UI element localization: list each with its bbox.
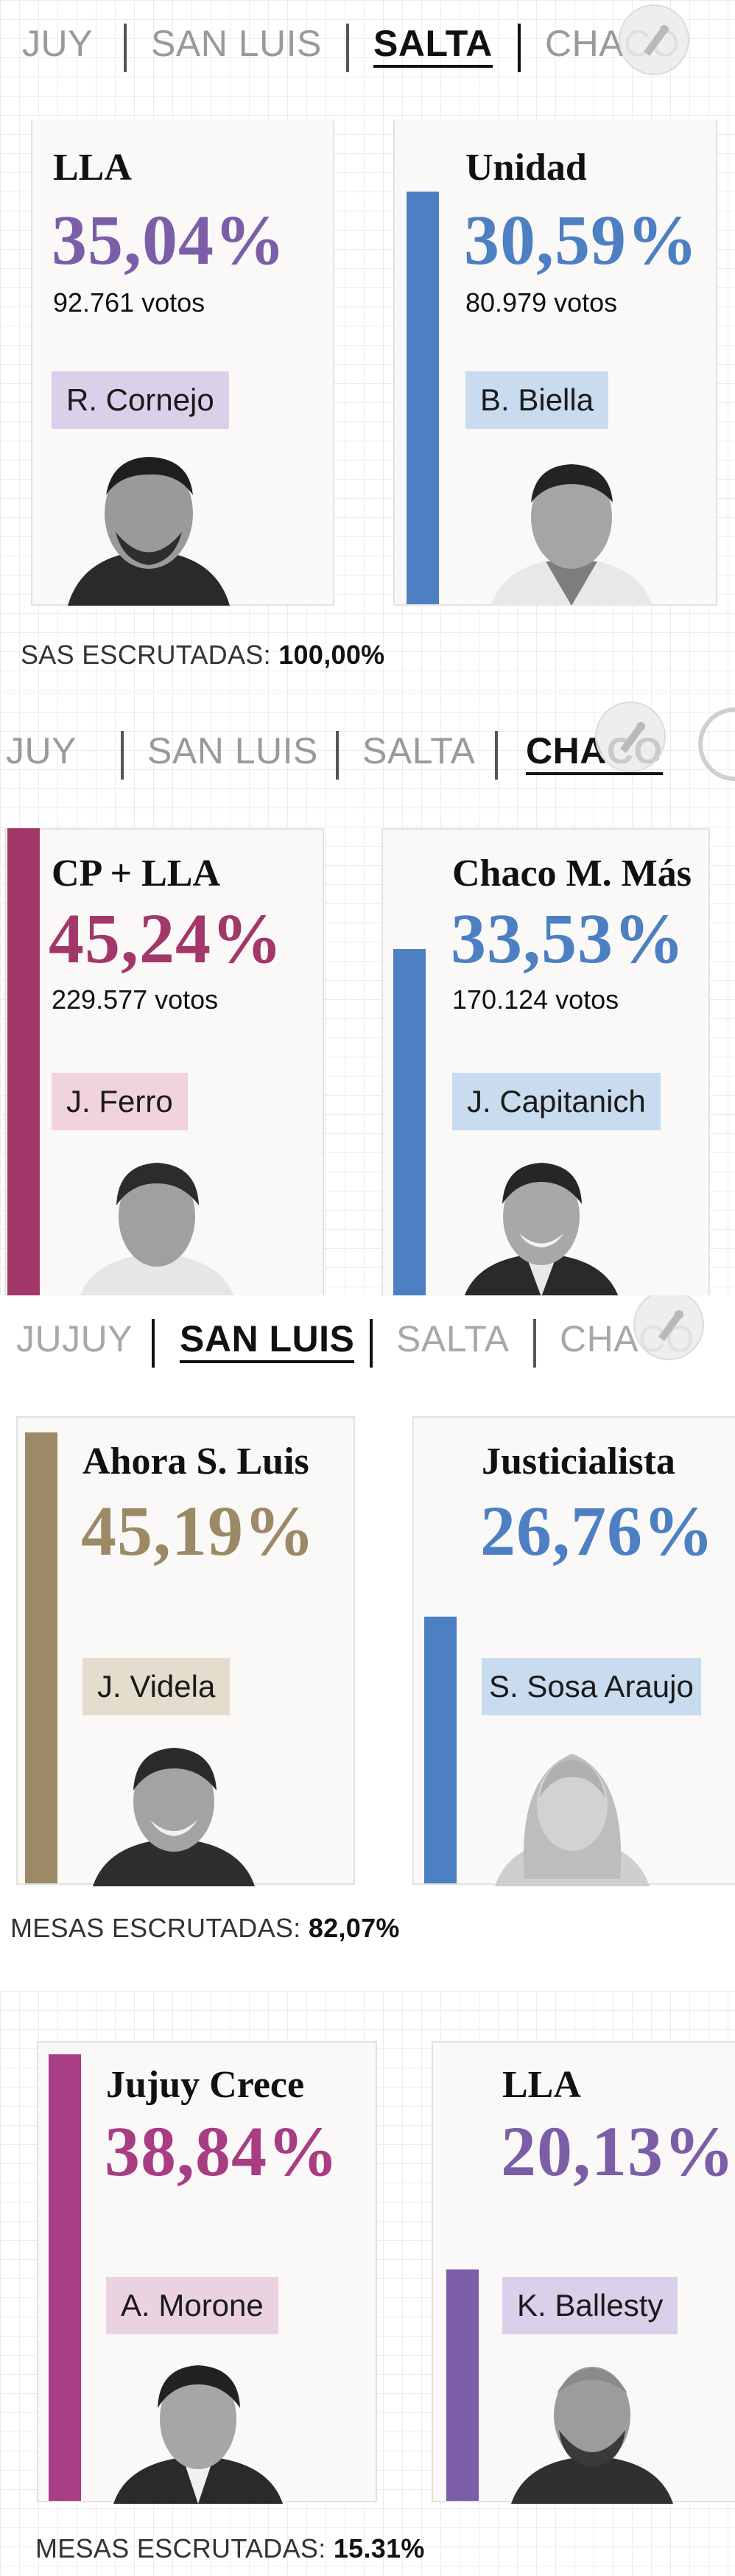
footer-label: MESAS ESCRUTADAS: [10,1913,301,1943]
tab-divider [518,24,521,72]
result-card-jujuy-crece: Jujuy Crece 38,84% A. Morone [37,2041,377,2504]
share-icon [658,1310,683,1341]
footer-label: SAS ESCRUTADAS: [21,640,271,670]
vote-count: 229.577 votos [52,984,219,1015]
candidate-photo [511,2367,673,2504]
result-card-lla-jujuy: LLA 20,13% K. Ballesty [432,2041,735,2504]
party-name: Jujuy Crece [106,2064,305,2106]
vote-percentage: 20,13% [501,2112,735,2191]
active-tab-underline [373,65,493,68]
san-luis-section: JUJUY SAN LUIS SALTA CHACO Ahora S. Luis… [0,1295,735,1991]
result-card-unidad: Unidad 30,59% 80.979 votos B. Biella [393,119,717,606]
salta-section: JUY SAN LUIS SALTA CHACO LLA 35,04% 92.7… [0,0,735,693]
party-name: LLA [502,2064,581,2106]
vote-percentage: 33,53% [451,899,685,978]
tab-divider [495,731,498,780]
result-card-chaco-mas: Chaco M. Más 33,53% 170.124 votos J. Cap… [381,828,710,1295]
candidate-photo [113,2365,283,2504]
footer-label: MESAS ESCRUTADAS: [35,2533,326,2563]
result-bar [407,192,439,604]
candidate-label: J. Videla [82,1658,231,1715]
candidate-photo [464,1163,619,1295]
active-tab-underline [180,1360,355,1363]
tab-salta-label: SALTA [373,23,493,64]
tab-divider [152,1319,155,1368]
candidate-photo [80,1163,234,1295]
result-bar [424,1617,457,1883]
result-card-lla: LLA 35,04% 92.761 votos R. Cornejo [31,119,334,606]
vote-count: 170.124 votos [452,984,619,1015]
tables-counted-footer: MESAS ESCRUTADAS: 15.31% [35,2533,425,2564]
tab-divider [121,731,124,780]
footer-value: 100,00% [278,640,385,670]
tab-jujuy[interactable]: JUY [22,23,93,64]
vote-percentage: 35,04% [52,200,286,279]
tab-san-luis[interactable]: SAN LUIS [180,1295,355,1376]
scroll-indicator [698,707,735,781]
party-name: Justicialista [482,1441,675,1483]
tables-counted-footer: MESAS ESCRUTADAS: 82,07% [10,1913,400,1944]
tab-san-luis[interactable]: SAN LUIS [151,23,322,64]
vote-count: 92.761 votos [53,287,205,318]
tab-jujuy[interactable]: JUJUY [16,1318,133,1359]
tables-counted-footer: SAS ESCRUTADAS: 100,00% [21,640,384,671]
vote-percentage: 30,59% [464,200,698,279]
share-button[interactable] [633,1295,704,1360]
tab-divider [336,731,339,780]
active-tab-underline [526,772,663,775]
vote-percentage: 26,76% [480,1491,714,1570]
party-name: CP + LLA [52,853,220,895]
party-name: Unidad [465,147,587,189]
vote-percentage: 45,19% [81,1491,315,1570]
province-tabs: JUY SAN LUIS SALTA CHACO [0,0,735,81]
tab-jujuy[interactable]: JUY [6,730,77,771]
candidate-label: J. Ferro [52,1073,188,1130]
party-name: LLA [53,147,132,189]
candidate-label: K. Ballesty [502,2277,678,2334]
share-icon [644,25,669,56]
tab-divider [124,24,127,72]
footer-value: 82,07% [308,1913,400,1943]
result-bar [393,949,426,1295]
tab-san-luis-label: SAN LUIS [180,1318,355,1359]
vote-count: 80.979 votos [465,287,618,318]
result-card-justicialista: Justicialista 26,76% S. Sosa Araujo [412,1416,735,1886]
province-tabs: JUY SAN LUIS SALTA CHACO [0,701,735,788]
party-name: Ahora S. Luis [82,1441,309,1483]
tab-salta[interactable]: SALTA [362,730,476,771]
result-bar [25,1432,57,1883]
province-tabs: JUJUY SAN LUIS SALTA CHACO [0,1295,735,1376]
candidate-label: J. Capitanich [452,1073,661,1130]
candidate-photo [68,457,230,606]
result-bar [49,2054,81,2501]
candidate-label: S. Sosa Araujo [482,1658,701,1715]
chaco-section: JUY SAN LUIS SALTA CHACO CP + LLA 45,24%… [0,693,735,1295]
result-bar [446,2269,479,2501]
tab-salta[interactable]: SALTA [373,0,493,81]
tab-san-luis[interactable]: SAN LUIS [147,730,318,771]
jujuy-section: Jujuy Crece 38,84% A. Morone LLA 20,13% … [0,1991,735,2576]
share-button[interactable] [619,4,689,75]
vote-percentage: 38,84% [105,2112,339,2191]
candidate-photo [495,1754,650,1886]
share-button[interactable] [595,701,666,772]
party-name: Chaco M. Más [452,853,692,895]
candidate-photo [93,1748,255,1886]
footer-value: 15.31% [333,2533,425,2563]
candidate-label: B. Biella [465,371,609,429]
result-card-cp-lla: CP + LLA 45,24% 229.577 votos J. Ferro [4,828,324,1295]
tab-divider [533,1319,536,1368]
share-icon [620,722,645,753]
candidate-photo [490,464,653,606]
tab-salta[interactable]: SALTA [396,1318,510,1359]
tab-divider [370,1319,373,1368]
vote-percentage: 45,24% [49,899,283,978]
tab-divider [346,24,349,72]
candidate-label: A. Morone [106,2277,278,2334]
result-card-ahora-san-luis: Ahora S. Luis 45,19% J. Videla [16,1416,355,1886]
result-bar [7,828,40,1295]
candidate-label: R. Cornejo [52,371,229,429]
